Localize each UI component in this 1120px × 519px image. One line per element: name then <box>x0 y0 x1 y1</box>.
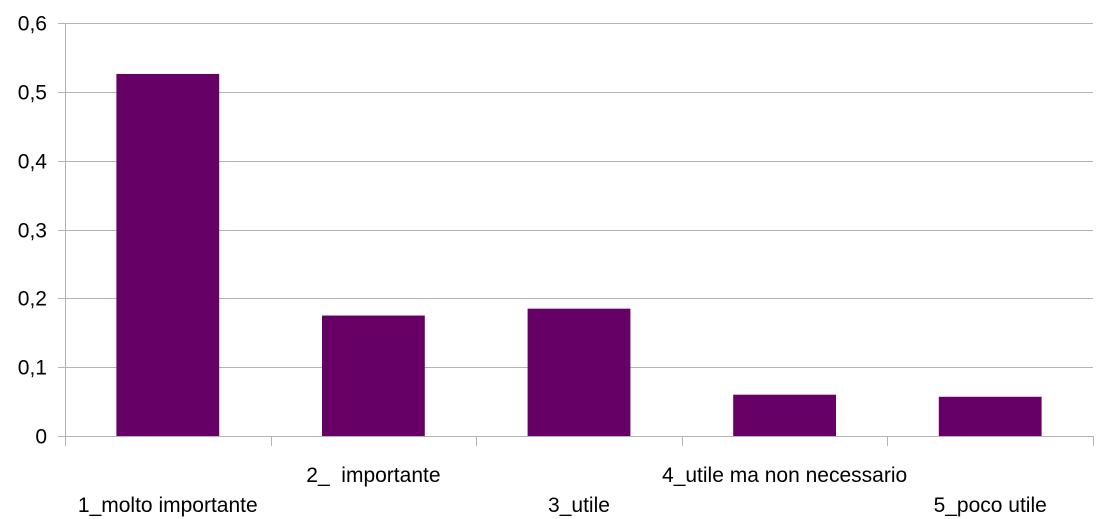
bars <box>116 73 1042 436</box>
x-category-label: 5_poco utile <box>934 494 1047 517</box>
bar <box>938 396 1042 436</box>
x-category-label: 2_ importante <box>306 464 440 487</box>
y-tick-label: 0 <box>35 426 47 449</box>
y-tick-labels: 0 0,1 0,2 0,3 0,4 0,5 0,6 <box>18 13 48 449</box>
bar <box>527 308 631 436</box>
x-category-label: 1_molto importante <box>78 494 258 517</box>
axes <box>58 23 1094 446</box>
y-tick-label: 0,4 <box>18 151 48 174</box>
x-category-label: 4_utile ma non necessario <box>662 464 907 487</box>
bar <box>116 73 220 436</box>
y-tick-label: 0,2 <box>18 288 47 311</box>
y-tick-label: 0,3 <box>18 220 47 243</box>
y-tick-label: 0,5 <box>18 82 47 105</box>
y-tick-label: 0,6 <box>18 13 47 36</box>
x-category-label: 3_utile <box>548 494 610 517</box>
bar <box>322 315 425 436</box>
gridlines <box>65 23 1093 368</box>
y-tick-label: 0,1 <box>18 357 47 380</box>
x-category-labels: 1_molto importante 2_ importante 3_utile 4_… <box>78 464 1047 517</box>
bar <box>733 394 836 436</box>
